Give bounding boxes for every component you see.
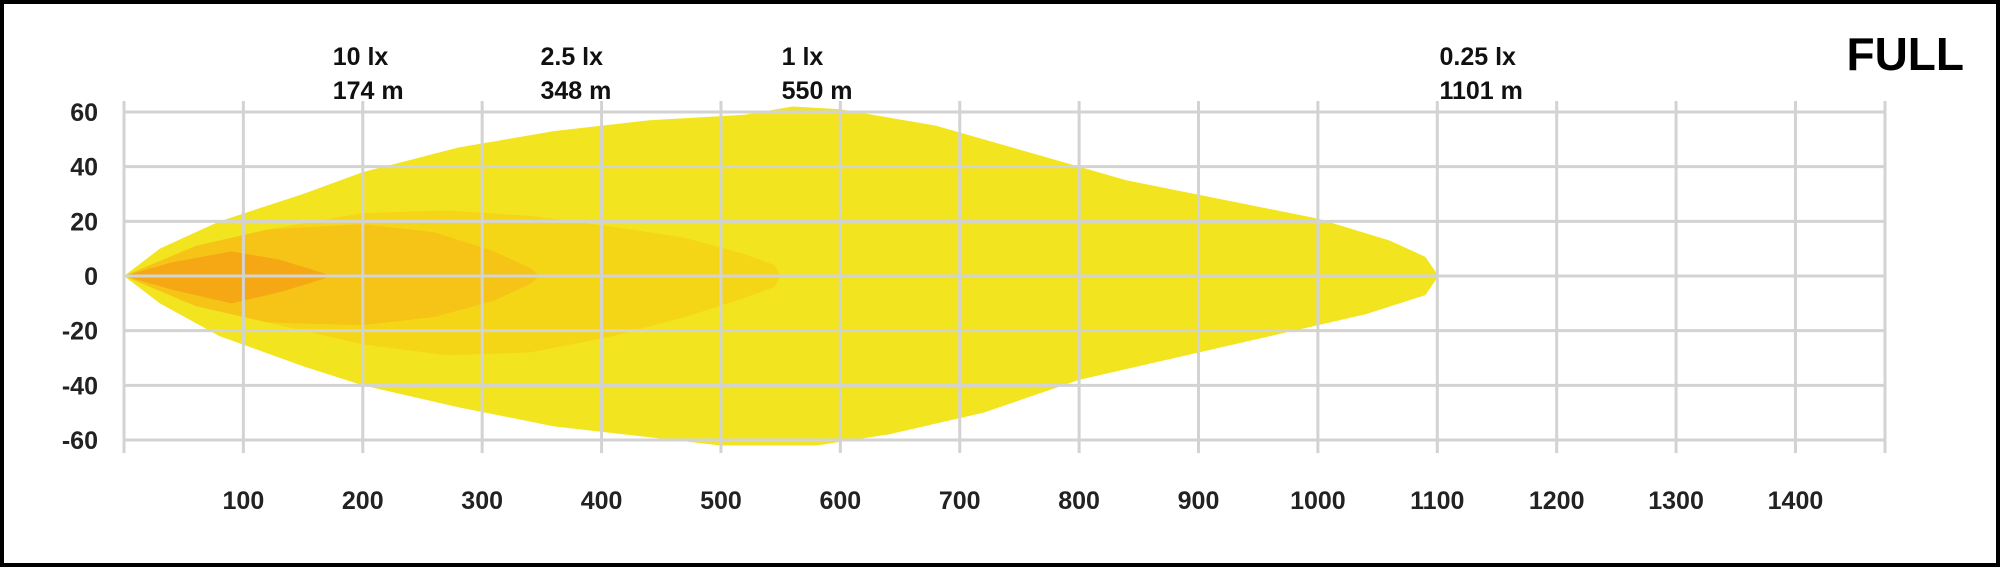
x-tick-label: 200: [342, 487, 384, 515]
lux-label: 0.25 lx: [1439, 43, 1516, 71]
mode-label: FULL: [1846, 28, 1964, 80]
x-tick-label: 500: [700, 487, 742, 515]
y-tick-label: -60: [62, 427, 98, 455]
x-tick-label: 600: [819, 487, 861, 515]
x-tick-label: 1000: [1290, 487, 1346, 515]
lux-label: 10 lx: [333, 43, 389, 71]
x-axis-ticks: 100 200 300 400 500 600 700 800 900 1000 1100 1200 1…: [223, 487, 1824, 515]
x-tick-label: 1300: [1648, 487, 1704, 515]
distance-label: 348 m: [540, 77, 611, 105]
y-tick-label: -40: [62, 372, 98, 400]
x-tick-label: 900: [1178, 487, 1220, 515]
distance-label: 174 m: [333, 77, 404, 105]
x-tick-label: 1200: [1529, 487, 1585, 515]
y-tick-label: 40: [70, 154, 98, 182]
lux-annotations: 10 lx 174 m 2.5 lx 348 m 1 lx 550 m 0.25 lx 110…: [333, 43, 1523, 105]
y-tick-label: 60: [70, 99, 98, 127]
x-tick-label: 400: [581, 487, 623, 515]
x-tick-label: 300: [461, 487, 503, 515]
y-tick-label: -20: [62, 318, 98, 346]
x-tick-label: 1100: [1410, 487, 1464, 515]
x-tick-label: 1400: [1768, 487, 1824, 515]
x-tick-label: 100: [223, 487, 265, 515]
y-tick-label: 20: [70, 208, 98, 236]
lux-label: 2.5 lx: [540, 43, 603, 71]
x-tick-label: 800: [1058, 487, 1100, 515]
y-axis-ticks: 60 40 20 0 -20 -40 -60: [62, 99, 98, 455]
distance-label: 550 m: [782, 77, 853, 105]
y-tick-label: 0: [84, 263, 98, 291]
distance-label: 1101 m: [1439, 77, 1522, 105]
grid-lines: [122, 101, 1887, 453]
lux-label: 1 lx: [782, 43, 824, 71]
x-tick-label: 700: [939, 487, 981, 515]
